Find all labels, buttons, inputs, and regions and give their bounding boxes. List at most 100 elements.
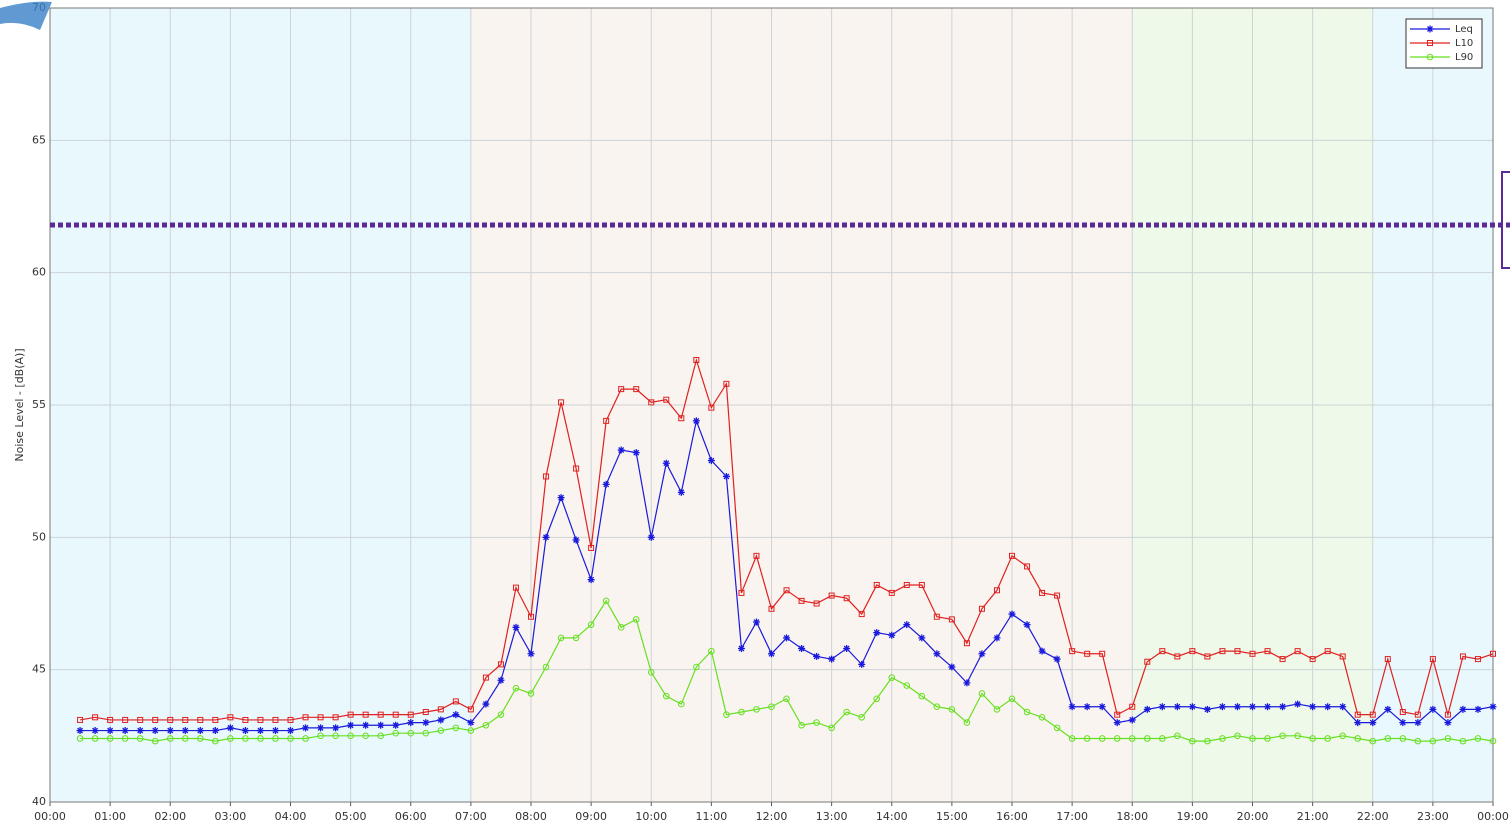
marker	[632, 616, 640, 623]
marker	[1113, 719, 1121, 727]
marker	[392, 711, 399, 718]
x-tick-label: 22:00	[1357, 810, 1389, 823]
marker	[1204, 653, 1211, 660]
marker	[1294, 648, 1301, 655]
marker	[1143, 705, 1151, 713]
marker	[753, 552, 760, 559]
marker	[497, 676, 505, 684]
marker	[1128, 735, 1136, 742]
marker	[1309, 703, 1317, 711]
marker	[1174, 732, 1181, 740]
marker	[828, 592, 835, 599]
marker	[647, 533, 655, 541]
marker	[242, 716, 249, 723]
marker	[963, 640, 970, 647]
marker	[1219, 735, 1226, 742]
marker	[91, 735, 99, 742]
marker	[347, 711, 354, 718]
marker	[527, 690, 535, 697]
marker	[692, 417, 700, 425]
marker	[452, 724, 460, 732]
marker	[1324, 735, 1331, 742]
marker	[1429, 737, 1437, 745]
marker	[993, 706, 1001, 713]
marker	[212, 716, 219, 723]
marker	[302, 735, 309, 742]
marker	[557, 494, 565, 502]
marker	[647, 669, 655, 676]
marker	[1474, 705, 1482, 713]
marker	[1384, 705, 1392, 713]
marker	[437, 727, 445, 734]
marker	[1114, 711, 1121, 718]
legend-label: L10	[1455, 38, 1473, 49]
marker	[948, 616, 955, 623]
marker	[347, 721, 355, 729]
plot-border	[49, 7, 1494, 803]
marker	[422, 719, 430, 727]
marker	[1459, 705, 1467, 713]
marker	[197, 716, 204, 723]
marker	[362, 711, 369, 718]
marker	[1249, 650, 1256, 657]
legend: Leq L10 L90	[1405, 18, 1483, 69]
marker	[197, 735, 204, 742]
x-tick-label: 10:00	[635, 810, 667, 823]
marker	[663, 396, 670, 403]
marker	[452, 698, 459, 705]
marker	[227, 714, 234, 721]
marker	[993, 634, 1001, 642]
y-tick-label: 60	[32, 266, 46, 279]
marker	[708, 404, 715, 411]
marker	[257, 735, 264, 742]
marker	[1098, 703, 1106, 711]
marker	[302, 724, 310, 732]
marker	[121, 735, 129, 742]
x-tick-label: 01:00	[94, 810, 126, 823]
marker	[1008, 695, 1016, 703]
marker	[407, 711, 414, 718]
marker	[1008, 610, 1016, 618]
marker	[662, 459, 670, 467]
marker	[722, 472, 730, 480]
marker	[317, 732, 324, 740]
marker	[783, 695, 790, 703]
marker	[1249, 703, 1256, 711]
marker	[678, 415, 685, 422]
marker	[1099, 650, 1106, 657]
marker	[843, 644, 851, 652]
marker	[422, 729, 430, 737]
marker	[602, 480, 610, 488]
marker	[226, 724, 234, 732]
marker	[693, 663, 700, 671]
marker	[1309, 656, 1316, 663]
x-tick-label: 14:00	[876, 810, 908, 823]
marker	[1249, 735, 1256, 742]
marker	[873, 629, 881, 637]
marker	[1294, 732, 1301, 740]
marker	[708, 647, 715, 655]
marker	[497, 711, 505, 718]
marker	[1144, 658, 1151, 665]
x-tick-label: 05:00	[335, 810, 367, 823]
marker	[1429, 705, 1437, 713]
marker	[1264, 648, 1271, 655]
marker	[302, 714, 309, 721]
marker	[1444, 735, 1452, 742]
marker	[1426, 25, 1434, 33]
marker	[1129, 703, 1136, 710]
marker	[1399, 735, 1407, 742]
marker	[677, 488, 685, 496]
marker	[1414, 711, 1421, 718]
marker	[332, 714, 339, 721]
marker	[633, 386, 640, 393]
marker	[1294, 700, 1302, 708]
marker	[512, 623, 520, 631]
marker	[573, 465, 580, 472]
marker	[1264, 703, 1272, 711]
marker	[1038, 714, 1046, 721]
marker	[467, 727, 475, 734]
marker	[918, 692, 926, 700]
marker	[407, 729, 415, 737]
marker	[1384, 656, 1391, 663]
